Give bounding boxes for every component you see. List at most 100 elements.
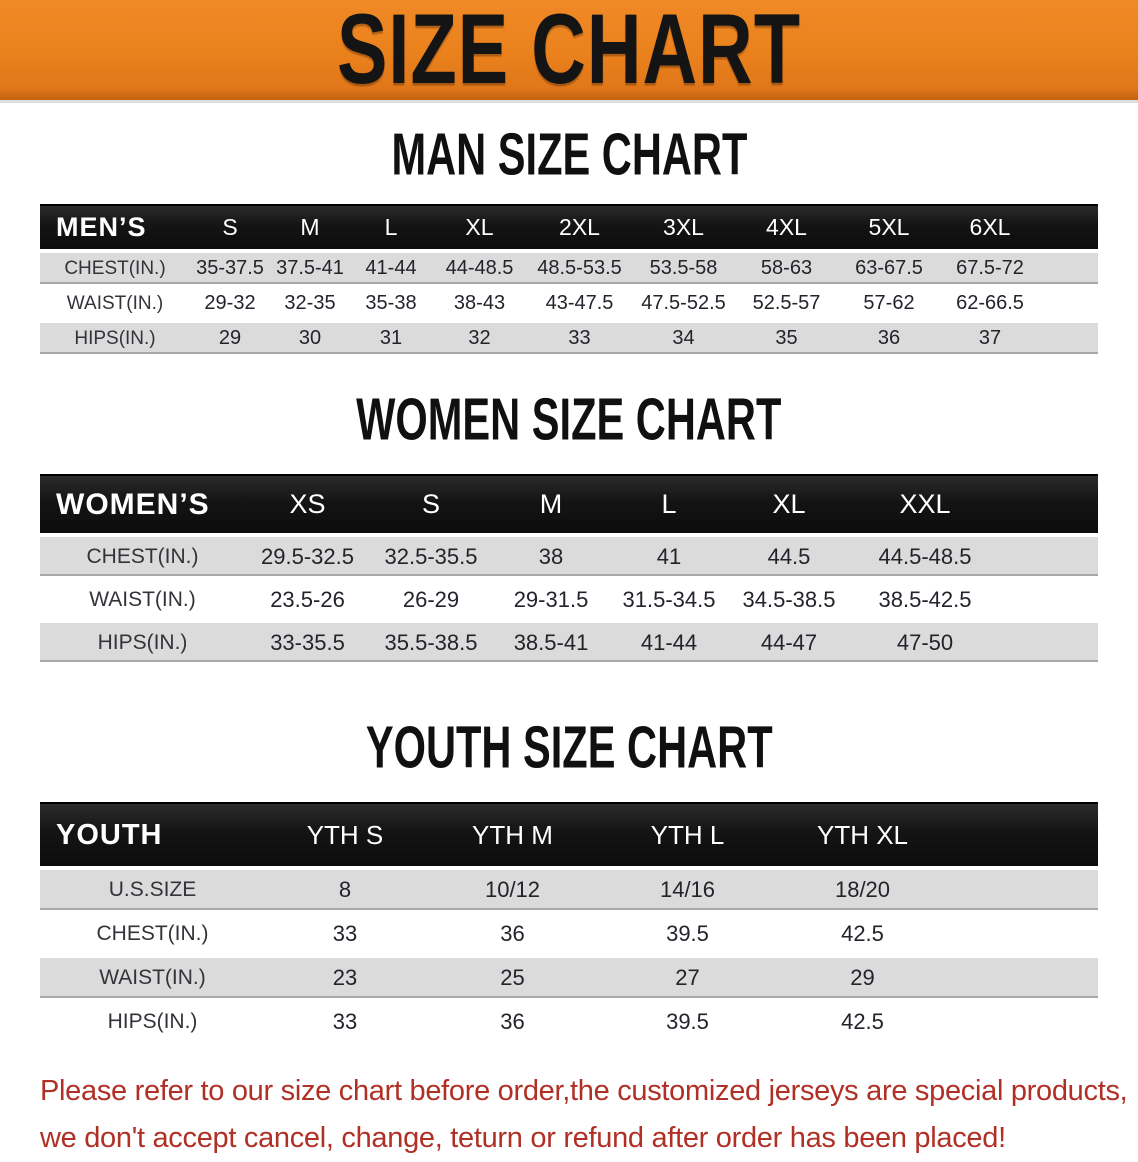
size-value-cell: 67.5-72 [940,251,1040,288]
size-value-cell: 14/16 [600,868,775,914]
size-value-cell: 41-44 [350,251,432,288]
size-value-cell: 29-31.5 [492,578,610,623]
youth-hips-row: HIPS(IN.) 33 36 39.5 42.5 [40,1000,1098,1046]
women-hips-row: HIPS(IN.) 33-35.5 35.5-38.5 38.5-41 41-4… [40,621,1098,666]
women-header-row: WOMEN’S XS S M L XL XXL [40,474,1098,537]
banner: SIZE CHART [0,0,1138,105]
size-value-cell: 53.5-58 [632,251,735,288]
women-header-label: WOMEN’S [40,474,245,537]
size-value-cell: 47-50 [850,621,1000,666]
row-label: HIPS(IN.) [40,321,190,358]
size-value-cell: 62-66.5 [940,286,1040,323]
size-col-header: M [492,474,610,537]
size-value-cell: 39.5 [600,912,775,958]
row-label: CHEST(IN.) [40,535,245,580]
size-value-cell: 32-35 [270,286,350,323]
row-spacer [1000,535,1098,580]
size-value-cell: 52.5-57 [735,286,838,323]
size-col-header: 4XL [735,204,838,253]
size-value-cell: 42.5 [775,912,950,958]
size-value-cell: 36 [425,1000,600,1046]
size-col-header: 2XL [527,204,632,253]
size-value-cell: 58-63 [735,251,838,288]
size-value-cell: 33 [265,912,425,958]
size-value-cell: 48.5-53.5 [527,251,632,288]
size-value-cell: 38.5-41 [492,621,610,666]
size-value-cell: 44-47 [728,621,850,666]
row-label: WAIST(IN.) [40,956,265,1002]
men-chest-row: CHEST(IN.) 35-37.5 37.5-41 41-44 44-48.5… [40,251,1098,288]
women-size-table: WOMEN’S XS S M L XL XXL CHEST(IN.) 29.5-… [40,474,1098,666]
size-value-cell: 27 [600,956,775,1002]
size-value-cell: 8 [265,868,425,914]
women-waist-row: WAIST(IN.) 23.5-26 26-29 29-31.5 31.5-34… [40,578,1098,623]
row-label: WAIST(IN.) [40,578,245,623]
row-label: HIPS(IN.) [40,1000,265,1046]
size-value-cell: 23 [265,956,425,1002]
row-spacer [1000,621,1098,666]
size-col-header: XL [432,204,527,253]
men-hips-row: HIPS(IN.) 29 30 31 32 33 34 35 36 37 [40,321,1098,358]
size-value-cell: 42.5 [775,1000,950,1046]
size-col-header: YTH S [265,802,425,870]
size-value-cell: 30 [270,321,350,358]
size-value-cell: 44.5 [728,535,850,580]
size-value-cell: 35-38 [350,286,432,323]
size-value-cell: 34.5-38.5 [728,578,850,623]
size-value-cell: 44.5-48.5 [850,535,1000,580]
size-value-cell: 36 [838,321,940,358]
header-spacer [950,802,1098,870]
size-value-cell: 29 [190,321,270,358]
size-value-cell: 33 [265,1000,425,1046]
size-value-cell: 32.5-35.5 [370,535,492,580]
women-section-title-text: WOMEN SIZE CHART [356,386,782,454]
size-col-header: YTH XL [775,802,950,870]
size-col-header: XL [728,474,850,537]
youth-size-table: YOUTH YTH S YTH M YTH L YTH XL U.S.SIZE … [40,802,1098,1046]
size-col-header: S [370,474,492,537]
size-value-cell: 23.5-26 [245,578,370,623]
footer-note-line2: we don't accept cancel, change, teturn o… [40,1122,1006,1154]
men-section-title-text: MAN SIZE CHART [391,121,747,189]
youth-ussize-row: U.S.SIZE 8 10/12 14/16 18/20 [40,868,1098,914]
size-col-header: M [270,204,350,253]
women-section-title: WOMEN SIZE CHART [0,387,1138,453]
size-value-cell: 10/12 [425,868,600,914]
size-value-cell: 63-67.5 [838,251,940,288]
size-value-cell: 41 [610,535,728,580]
size-col-header: S [190,204,270,253]
men-header-row: MEN’S S M L XL 2XL 3XL 4XL 5XL 6XL [40,204,1098,253]
men-section-title: MAN SIZE CHART [0,122,1138,188]
row-label: CHEST(IN.) [40,912,265,958]
size-value-cell: 35-37.5 [190,251,270,288]
size-col-header: XS [245,474,370,537]
size-col-header: XXL [850,474,1000,537]
size-value-cell: 41-44 [610,621,728,666]
row-label: HIPS(IN.) [40,621,245,666]
size-col-header: 6XL [940,204,1040,253]
men-header-label: MEN’S [40,204,190,253]
row-spacer [950,912,1098,958]
row-spacer [1040,251,1098,288]
size-col-header: L [350,204,432,253]
size-value-cell: 29 [775,956,950,1002]
row-label: CHEST(IN.) [40,251,190,288]
row-spacer [1040,286,1098,323]
men-waist-row: WAIST(IN.) 29-32 32-35 35-38 38-43 43-47… [40,286,1098,323]
footer-note: Please refer to our size chart before or… [40,1068,1128,1162]
size-value-cell: 31.5-34.5 [610,578,728,623]
size-value-cell: 26-29 [370,578,492,623]
size-value-cell: 25 [425,956,600,1002]
size-col-header: YTH L [600,802,775,870]
row-label: WAIST(IN.) [40,286,190,323]
header-spacer [1040,204,1098,253]
row-spacer [950,868,1098,914]
size-value-cell: 34 [632,321,735,358]
size-value-cell: 35.5-38.5 [370,621,492,666]
size-value-cell: 44-48.5 [432,251,527,288]
header-spacer [1000,474,1098,537]
size-value-cell: 39.5 [600,1000,775,1046]
size-value-cell: 37 [940,321,1040,358]
youth-section-title-text: YOUTH SIZE CHART [365,714,773,782]
